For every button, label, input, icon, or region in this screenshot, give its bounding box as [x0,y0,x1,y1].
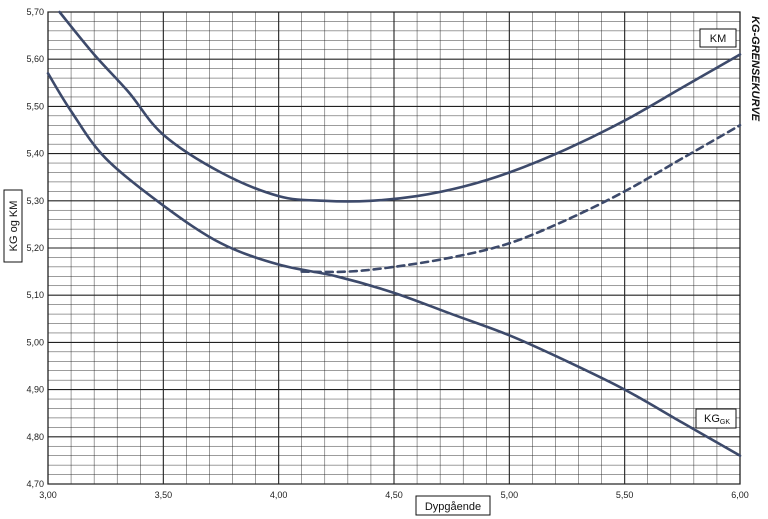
x-tick-label: 5,00 [501,490,519,500]
legend-km-label: KM [710,33,727,45]
y-axis-label-box: KG og KM [3,189,23,263]
x-tick-label: 5,50 [616,490,634,500]
x-axis-label-box: Dypgående [415,495,491,516]
x-tick-label: 4,50 [385,490,403,500]
y-tick-label: 5,30 [26,196,44,206]
y-tick-label: 4,80 [26,432,44,442]
y-tick-label: 4,90 [26,385,44,395]
y-tick-label: 5,60 [26,54,44,64]
y-tick-label: 5,10 [26,290,44,300]
y-tick-label: 5,40 [26,149,44,159]
y-tick-label: 4,70 [26,479,44,489]
series [46,10,742,457]
chart-title: KG-GRENSEKURVE [749,16,761,122]
legend-kg-label: KGGK [704,413,730,426]
y-tick-label: 5,20 [26,243,44,253]
x-tick-label: 6,00 [731,490,749,500]
legend-kg-main: KG [704,413,720,425]
legend-km-box: KM [699,28,737,48]
y-tick-label: 5,70 [26,7,44,17]
x-axis-label: Dypgående [425,501,481,513]
legend-kg-box: KGGK [695,408,737,429]
legend-kg-subscript: GK [720,419,730,426]
y-axis-label: KG og KM [8,201,20,252]
km-curve [58,10,742,203]
x-tick-label: 3,00 [39,490,57,500]
y-tick-label: 5,50 [26,101,44,111]
kg-gk-curve [46,72,742,457]
x-tick-label: 3,50 [155,490,173,500]
grid [47,11,741,485]
tick-labels: 3,00 3,50 4,00 4,50 5,00 5,50 6,00 4,70 4,80 4,90… [26,7,748,500]
km-dashed-extension-curve [300,123,742,274]
y-tick-label: 5,00 [26,337,44,347]
x-tick-label: 4,00 [270,490,288,500]
